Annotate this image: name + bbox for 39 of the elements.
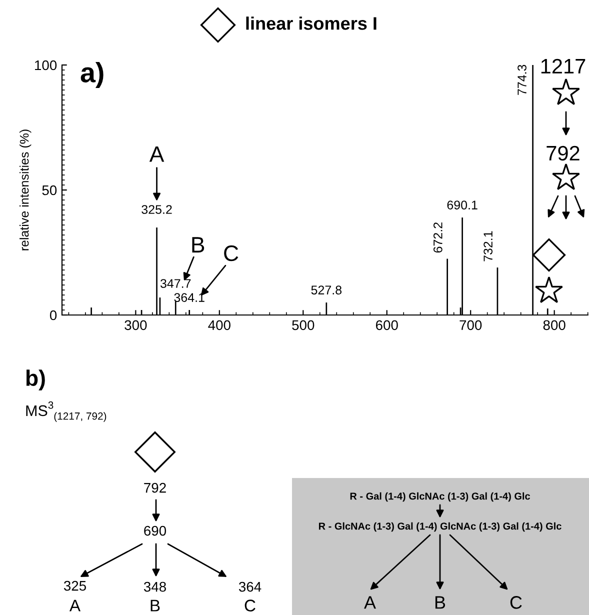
text: R - Gal (1-4) GlcNAc (1-3) Gal (1-4) Glc [350, 492, 530, 502]
x-tick-label: 700 [460, 320, 482, 330]
y-axis-title: relative intensities (%) [20, 130, 32, 250]
annotation: B [192, 237, 204, 252]
annotation: C [224, 245, 238, 262]
annotation: A [149, 146, 164, 162]
annotation: 527.8 [311, 286, 342, 294]
chart-title: linear isomers I [246, 16, 376, 30]
annotation: 1217 [541, 58, 586, 74]
annotation: 792 [546, 146, 580, 161]
annotation: 325.2 [142, 205, 172, 214]
text: B [435, 596, 446, 609]
text: R - GlcNAc (1-3) Gal (1-4) GlcNAc (1-3) Gal (1-4) Glc [318, 522, 562, 532]
annotation: a) [80, 62, 104, 88]
text: b) [26, 370, 45, 390]
text: 364 [238, 582, 262, 592]
text: 690 [144, 526, 166, 536]
annotation: 732.1 [484, 231, 492, 262]
text: 325 [64, 580, 86, 591]
annotation: 690.1 [447, 200, 478, 210]
annotation: 364.1 [174, 293, 204, 302]
y-tick-label: 100 [35, 60, 57, 70]
y-tick-label: 50 [42, 185, 57, 196]
y-tick-label: 0 [50, 310, 57, 320]
annotation: 774.3 [518, 64, 526, 95]
text: A [69, 600, 81, 612]
text: C [510, 596, 522, 609]
text: 348 [144, 582, 166, 592]
text: C [244, 600, 256, 612]
text: A [364, 596, 376, 609]
x-tick-label: 600 [376, 320, 398, 330]
x-tick-label: 800 [543, 320, 566, 330]
x-tick-label: 300 [124, 320, 147, 330]
annotation: 672.2 [433, 222, 442, 253]
annotation: 347.7 [160, 279, 191, 288]
text: B [150, 600, 160, 612]
x-tick-label: 500 [292, 320, 314, 330]
text: 792 [144, 482, 166, 493]
x-tick-label: 400 [208, 320, 230, 330]
